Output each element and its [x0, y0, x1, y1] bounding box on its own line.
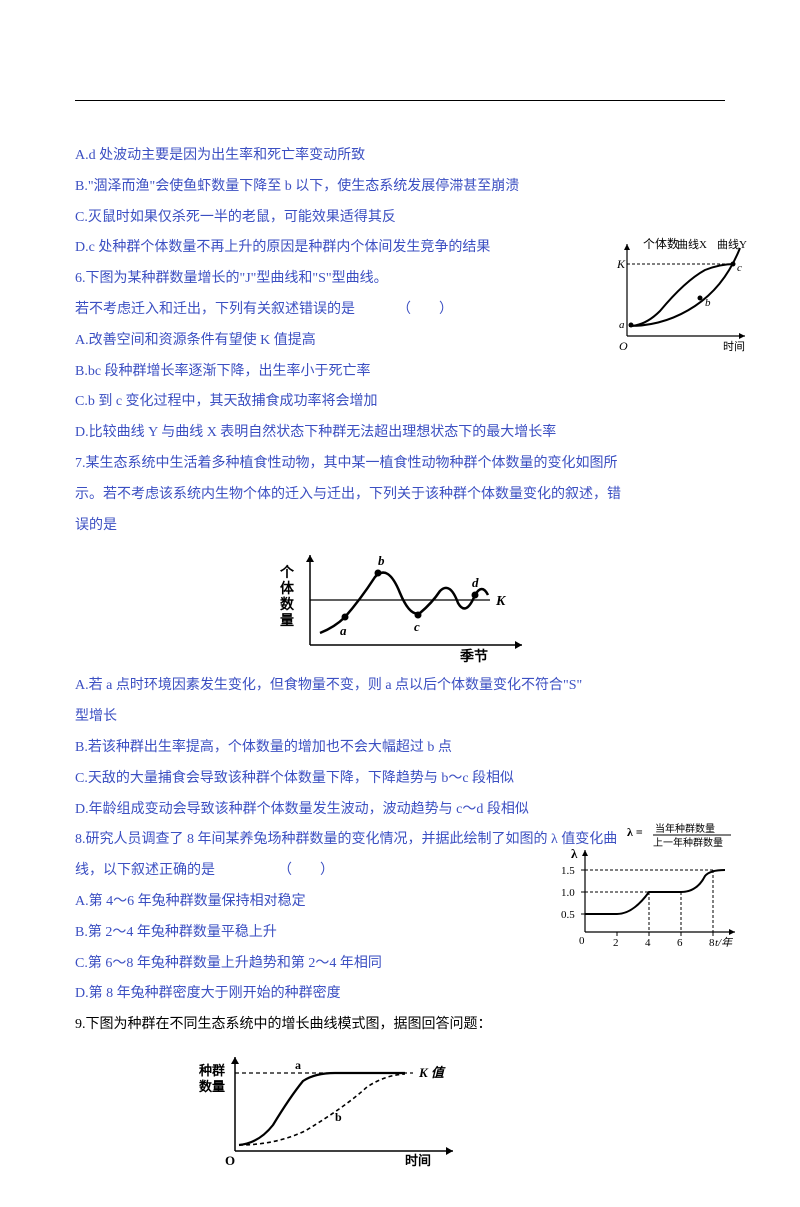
q7-stem-3: 误的是 — [75, 511, 725, 542]
svg-text:c: c — [414, 619, 420, 634]
q7-chart: 个 体 数 量 季节 K a b c d — [260, 545, 540, 665]
q6-option-c: C.b 到 c 变化过程中，其天敌捕食成功率将会增加 — [75, 387, 725, 418]
q8-option-d: D.第 8 年兔种群密度大于刚开始的种群密度 — [75, 979, 725, 1010]
q8-chart: λ = 当年种群数量 上一年种群数量 λ t/年 0 2 4 6 8 0.5 1… — [555, 822, 745, 952]
svg-text:4: 4 — [645, 937, 651, 949]
svg-text:a: a — [295, 1058, 301, 1072]
q6-stem-2b: （ ） — [397, 302, 453, 317]
q8-xlabel: t/年 — [715, 936, 733, 949]
svg-text:个: 个 — [279, 564, 295, 581]
q8-formula-bot: 上一年种群数量 — [653, 836, 723, 849]
q8-ylabel: λ — [571, 846, 578, 861]
q6-K: K — [616, 257, 626, 271]
q6-option-a-text: A.改善空间和资源条件有望使 K 值提高 — [75, 333, 316, 348]
q6-stem-2a: 若不考虑迁入和迁出，下列有关叙述错误的是 — [75, 302, 355, 317]
header-rule — [75, 100, 725, 101]
q7-option-c: C.天敌的大量捕食会导致该种群个体数量下降，下降趋势与 b～c 段相似 — [75, 764, 725, 795]
svg-text:O: O — [619, 339, 628, 353]
svg-text:0: 0 — [579, 935, 585, 947]
svg-text:体: 体 — [280, 580, 295, 597]
q6-a: a — [619, 319, 625, 331]
svg-text:数: 数 — [280, 596, 295, 613]
svg-text:b: b — [335, 1110, 342, 1124]
svg-text:8: 8 — [709, 937, 715, 949]
svg-text:O: O — [225, 1153, 235, 1167]
q7-xlabel: 季节 — [459, 648, 488, 665]
q6-curveX: 曲线X — [677, 237, 707, 251]
svg-text:种群: 种群 — [198, 1063, 225, 1078]
q6-curveY: 曲线Y — [717, 237, 747, 251]
q7-option-a2: 型增长 — [75, 702, 725, 733]
q8-lambda-eq: λ = — [627, 825, 643, 839]
q9-K: K 值 — [418, 1065, 446, 1080]
q6-xlabel: 时间 — [723, 340, 745, 353]
q6-ylabel: 个体数 — [643, 236, 679, 251]
q9-stem: 9.下图为种群在不同生态系统中的增长曲线模式图，据图回答问题： — [75, 1010, 725, 1041]
svg-text:1.0: 1.0 — [561, 887, 575, 899]
svg-text:b: b — [378, 553, 385, 568]
page-content: A.d 处波动主要是因为出生率和死亡率变动所致 B."涸泽而渔"会使鱼虾数量下降… — [0, 0, 800, 1207]
svg-text:2: 2 — [613, 937, 619, 949]
q6-option-b: B.bc 段种群增长率逐渐下降，出生率小于死亡率 — [75, 357, 725, 388]
q5-option-c: C.灭鼠时如果仅杀死一半的老鼠，可能效果适得其反 — [75, 203, 725, 234]
q8-option-c: C.第 6～8 年兔种群数量上升趋势和第 2～4 年相同 — [75, 949, 725, 980]
q7-option-b: B.若该种群出生率提高，个体数量的增加也不会大幅超过 b 点 — [75, 733, 725, 764]
q6-b: b — [705, 297, 711, 309]
svg-text:d: d — [472, 575, 479, 590]
q8-formula-top: 当年种群数量 — [655, 822, 715, 835]
svg-text:6: 6 — [677, 937, 683, 949]
q6-chart: 个体数 时间 O K a b c 曲线X 曲线Y — [605, 236, 755, 356]
q7-K: K — [495, 594, 507, 609]
svg-text:量: 量 — [280, 613, 294, 629]
svg-text:a: a — [340, 623, 347, 638]
q7-stem-1: 7.某生态系统中生活着多种植食性动物，其中某一植食性动物种群个体数量的变化如图所 — [75, 449, 725, 480]
q9-xlabel: 时间 — [405, 1153, 431, 1167]
q5-option-b: B."涸泽而渔"会使鱼虾数量下降至 b 以下，使生态系统发展停滞甚至崩溃 — [75, 172, 725, 203]
q7-option-a1: A.若 a 点时环境因素发生变化，但食物量不变，则 a 点以后个体数量变化不符合… — [75, 671, 725, 702]
svg-text:数量: 数量 — [199, 1079, 225, 1094]
q7-stem-2: 示。若不考虑该系统内生物个体的迁入与迁出，下列关于该种群个体数量变化的叙述，错 — [75, 480, 725, 511]
q5-option-a: A.d 处波动主要是因为出生率和死亡率变动所致 — [75, 141, 725, 172]
q9-chart: 种群 数量 时间 O K 值 a b — [195, 1047, 475, 1167]
q6-c: c — [737, 262, 742, 274]
q6-option-d: D.比较曲线 Y 与曲线 X 表明自然状态下种群无法超出理想状态下的最大增长率 — [75, 418, 725, 449]
svg-text:0.5: 0.5 — [561, 909, 575, 921]
svg-text:1.5: 1.5 — [561, 865, 575, 877]
q7-option-d: D.年龄组成变动会导致该种群个体数量发生波动，波动趋势与 c～d 段相似 — [75, 795, 725, 826]
